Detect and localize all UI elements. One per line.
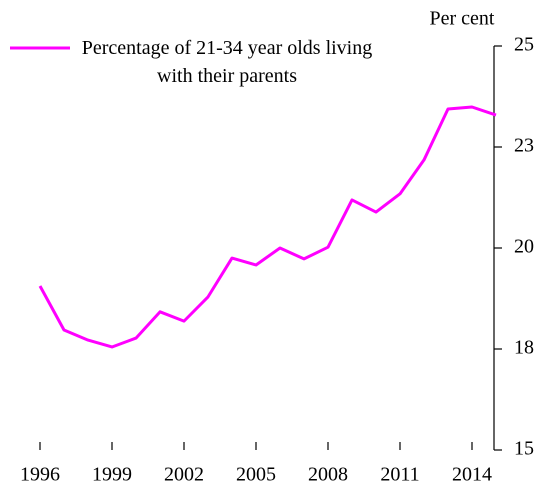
y-tick-label: 18 — [514, 337, 534, 359]
y-tick-label: 23 — [514, 135, 534, 157]
y-tick-label: 15 — [514, 438, 534, 460]
x-tick-label: 1999 — [92, 464, 132, 486]
x-tick-label: 2002 — [164, 464, 204, 486]
x-tick-label: 2005 — [236, 464, 276, 486]
data-line — [38, 105, 497, 349]
x-tick-label: 1996 — [20, 464, 60, 486]
legend-label: Percentage of 21-34 year olds living wit… — [81, 37, 373, 87]
x-tick-label: 2011 — [380, 464, 419, 486]
y-tick-label: 20 — [514, 236, 534, 258]
x-tick-label: 2008 — [308, 464, 348, 486]
x-tick-label: 2014 — [452, 464, 492, 486]
y-axis-unit: Per cent — [430, 8, 495, 30]
y-tick-label: 25 — [514, 34, 534, 56]
